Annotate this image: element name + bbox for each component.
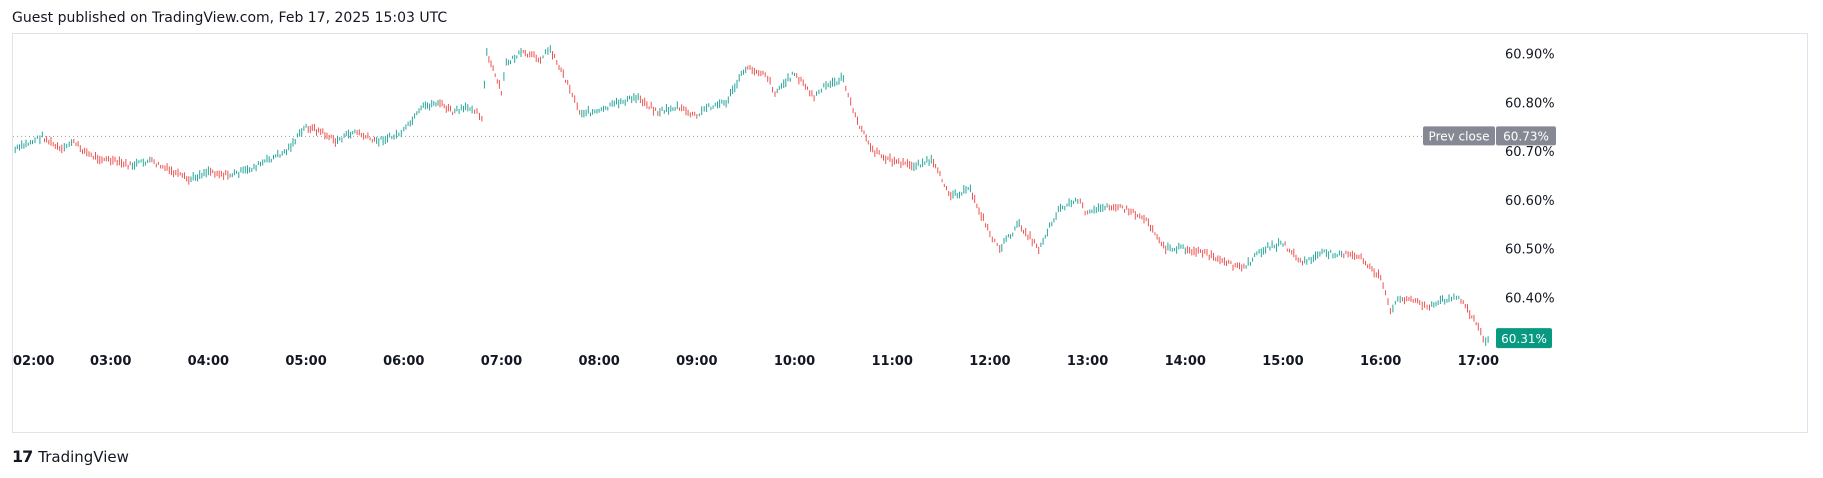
x-tick-label: 03:00	[90, 354, 131, 369]
x-tick-label: 02:00	[13, 354, 54, 369]
x-tick-label: 16:00	[1360, 354, 1401, 369]
y-tick-label: 60.50%	[1505, 243, 1555, 258]
chart-plot[interactable]: 60.90% 60.80% 60.70% 60.60% 60.50% 60.40% 02:0…	[13, 34, 1809, 434]
footer: 17 TradingView	[12, 447, 129, 466]
brand-label[interactable]: TradingView	[38, 447, 129, 466]
x-tick-label: 08:00	[578, 354, 619, 369]
y-tick-label: 60.40%	[1505, 291, 1555, 306]
y-tick-label: 60.70%	[1505, 145, 1555, 160]
y-tick-label: 60.60%	[1505, 194, 1555, 209]
prev-close-label: Prev close	[1429, 129, 1490, 143]
x-tick-label: 07:00	[481, 354, 522, 369]
x-tick-label: 15:00	[1262, 354, 1303, 369]
x-tick-label: 05:00	[285, 354, 326, 369]
last-price-value: 60.31%	[1501, 332, 1547, 346]
x-tick-label: 06:00	[383, 354, 424, 369]
x-tick-label: 13:00	[1067, 354, 1108, 369]
prev-close-value-tag	[1496, 126, 1556, 146]
x-tick-label: 09:00	[676, 354, 717, 369]
x-tick-label: 17:00	[1458, 354, 1499, 369]
publish-header: Guest published on TradingView.com, Feb …	[12, 10, 448, 26]
y-tick-label: 60.80%	[1505, 96, 1555, 111]
x-tick-label: 12:00	[969, 354, 1010, 369]
chart-frame: 60.90% 60.80% 60.70% 60.60% 60.50% 60.40% 02:0…	[12, 33, 1808, 433]
prev-close-value: 60.73%	[1503, 129, 1549, 143]
tradingview-logo-icon[interactable]: 17	[12, 447, 33, 466]
last-price-tag	[1496, 328, 1552, 349]
prev-close-tag	[1423, 126, 1495, 146]
x-tick-label: 10:00	[774, 354, 815, 369]
x-tick-label: 14:00	[1165, 354, 1206, 369]
x-tick-label: 11:00	[872, 354, 913, 369]
x-tick-label: 04:00	[188, 354, 229, 369]
y-tick-label: 60.90%	[1505, 48, 1555, 63]
